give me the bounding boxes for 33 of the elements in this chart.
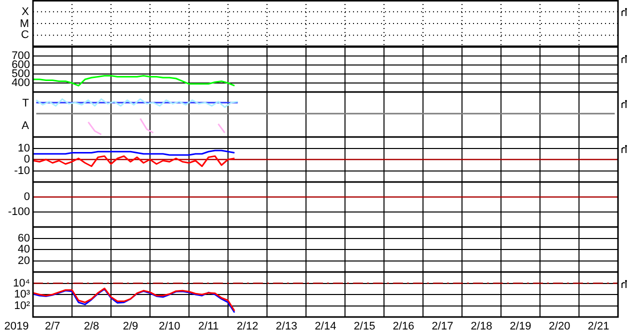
y-tick-label: 400 (12, 77, 30, 90)
x-tick-label: 2/21 (588, 320, 610, 333)
text: A (22, 120, 30, 132)
y-tick-label: 0 (24, 191, 30, 204)
x-tick-label: 2/16 (392, 320, 414, 333)
y-tick-label: -10 (14, 164, 30, 177)
x-tick-label: 2/13 (276, 320, 298, 333)
x-tick-label: 2/12 (236, 320, 258, 333)
x-tick-label: 2/11 (198, 320, 219, 333)
y-tick-label: 0 (24, 154, 30, 166)
x-tick-label: 2/10 (158, 320, 180, 333)
x-tick-label: 2/18 (470, 320, 492, 333)
x-tick-label: 2/9 (122, 320, 138, 333)
x-axis-title: 2019 (4, 320, 29, 333)
y-tick-label: 20 (18, 254, 30, 267)
text: M (20, 16, 29, 30)
x-tick-label: 2/20 (548, 320, 570, 333)
x-tick-label: 2/17 (432, 320, 454, 333)
x-tick-label: 2/15 (354, 320, 376, 333)
text: C (21, 28, 29, 42)
y-tick-label: 40 (18, 244, 30, 256)
y-tick-label: 10³ (14, 288, 30, 301)
text: X (22, 4, 29, 19)
x-tick-label: 2/8 (84, 320, 100, 333)
x-tick-label: 2/19 (510, 320, 532, 333)
text: T (22, 97, 30, 110)
y-tick-label: 10² (14, 300, 30, 312)
y-tick-label: 60 (18, 232, 30, 244)
x-tick-label: 2/7 (44, 320, 60, 333)
y-tick-label: -100 (8, 206, 30, 218)
x-tick-label: 2/14 (314, 320, 336, 333)
y-tick-label: 10⁴ (13, 277, 30, 290)
y-tick-label: 10 (18, 142, 30, 154)
